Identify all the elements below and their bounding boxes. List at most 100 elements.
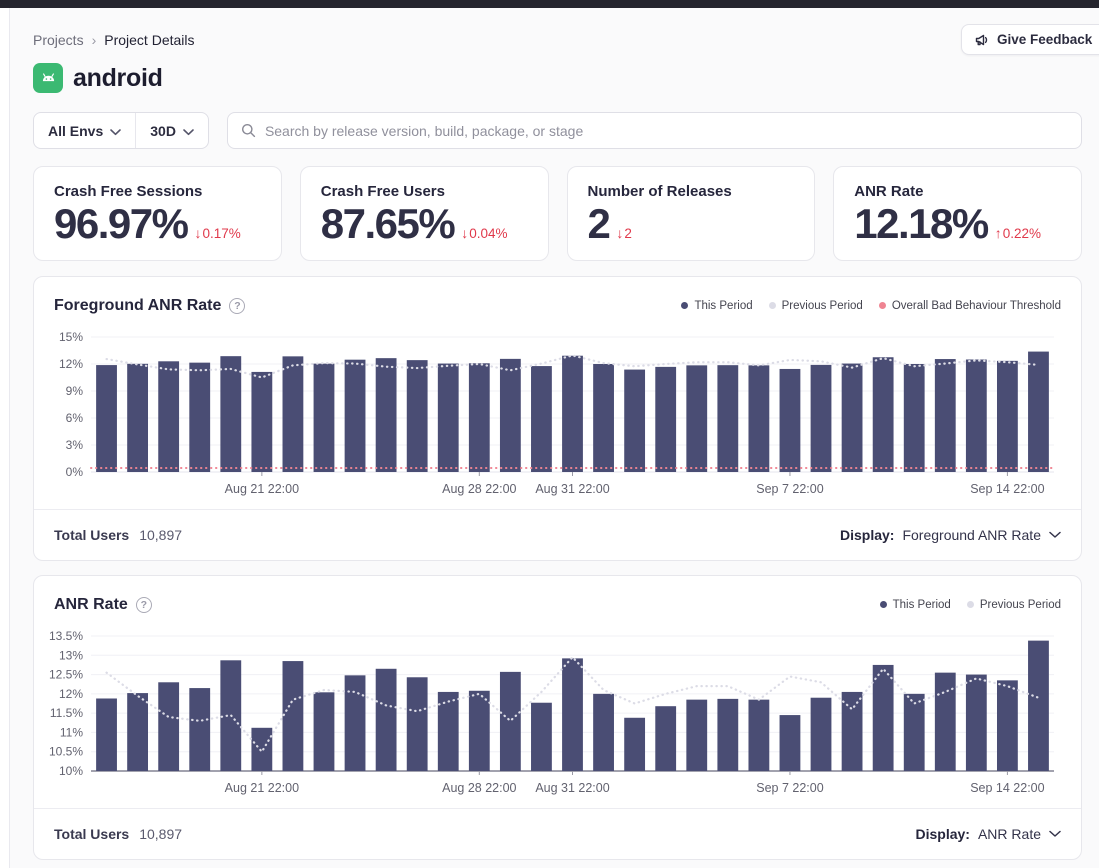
chart-legend: This Period Previous Period <box>879 599 1061 611</box>
metric-label: ANR Rate <box>854 183 924 200</box>
svg-text:Aug 21 22:00: Aug 21 22:00 <box>225 482 299 496</box>
svg-text:13.5%: 13.5% <box>49 629 83 643</box>
chevron-down-icon <box>110 123 122 139</box>
metric-label: Number of Releases <box>587 183 732 200</box>
metric-label: Crash Free Sessions <box>54 183 203 200</box>
chart-title: Foreground ANR Rate <box>54 296 222 314</box>
legend-dot <box>878 302 886 309</box>
legend-this-period[interactable]: This Period <box>879 599 951 611</box>
svg-text:13%: 13% <box>59 648 83 662</box>
arrow-down-icon: ↓ <box>194 225 202 241</box>
svg-text:12%: 12% <box>59 687 83 701</box>
top-window-bar <box>0 0 1099 8</box>
metric-delta: ↓ 0.17% <box>194 225 241 241</box>
give-feedback-label: Give Feedback <box>997 32 1093 47</box>
metric-card-number-of-releases: Number of Releases 2 ↓ 2 <box>566 166 816 261</box>
display-metric-dropdown[interactable]: Display: Foreground ANR Rate <box>840 526 1061 544</box>
svg-text:12.5%: 12.5% <box>49 668 83 682</box>
search-input[interactable] <box>264 122 1068 139</box>
give-feedback-button[interactable]: Give Feedback <box>961 24 1099 55</box>
svg-text:0%: 0% <box>66 465 84 479</box>
megaphone-icon <box>974 32 990 48</box>
legend-previous-period[interactable]: Previous Period <box>768 300 863 312</box>
breadcrumb-projects[interactable]: Projects <box>33 32 84 48</box>
metric-label: Crash Free Users <box>320 183 445 200</box>
legend-dot <box>768 302 776 309</box>
svg-text:15%: 15% <box>59 330 83 344</box>
svg-text:10.5%: 10.5% <box>49 745 83 759</box>
time-range-dropdown[interactable]: 30D <box>135 113 208 148</box>
metric-card-crash-free-sessions: Crash Free Sessions 96.97% ↓ 0.17% <box>33 166 282 261</box>
display-value: ANR Rate <box>977 825 1041 842</box>
page-content: Projects › Project Details Give Feedback <box>33 8 1099 860</box>
svg-text:11%: 11% <box>60 725 83 739</box>
env-filter-label: All Envs <box>48 122 104 139</box>
collapsed-sidebar-rail[interactable] <box>0 8 10 868</box>
total-users-value: 10,897 <box>139 526 183 543</box>
metric-cards-row: Crash Free Sessions 96.97% ↓ 0.17% Crash … <box>33 166 1082 261</box>
svg-text:11.5%: 11.5% <box>50 706 83 720</box>
chevron-down-icon <box>183 123 194 139</box>
page-title: android <box>73 63 163 92</box>
metric-delta: ↑ 0.22% <box>994 225 1041 241</box>
total-users-value: 10,897 <box>139 825 183 842</box>
legend-this-period[interactable]: This Period <box>681 300 753 312</box>
total-users-label: Total Users <box>54 526 130 543</box>
svg-text:6%: 6% <box>66 411 84 425</box>
filter-row: All Envs 30D <box>33 112 1082 149</box>
display-label: Display: <box>915 825 970 842</box>
search-icon <box>241 123 256 138</box>
svg-text:10%: 10% <box>59 764 83 778</box>
metric-card-crash-free-users: Crash Free Users 87.65% ↓ 0.04% <box>299 166 549 261</box>
display-metric-dropdown[interactable]: Display: ANR Rate <box>916 825 1062 843</box>
anr-rate-card: ANR Rate ? This Period Previous Period 1… <box>33 575 1082 860</box>
svg-text:3%: 3% <box>66 438 84 452</box>
svg-text:Sep 7 22:00: Sep 7 22:00 <box>756 482 823 496</box>
legend-previous-period[interactable]: Previous Period <box>966 599 1061 611</box>
metric-delta: ↓ 0.04% <box>461 225 508 241</box>
breadcrumb-project-details: Project Details <box>104 32 195 48</box>
total-users-label: Total Users <box>54 825 130 842</box>
svg-text:9%: 9% <box>66 384 84 398</box>
arrow-up-icon: ↑ <box>994 225 1002 241</box>
project-title-row: android <box>33 63 1082 93</box>
chart-title: ANR Rate <box>54 595 128 613</box>
chevron-down-icon <box>1049 526 1061 544</box>
help-icon[interactable]: ? <box>229 297 246 314</box>
anr-rate-chart: 10% 10.5% 11% 11.5% 12% 12.5% 13% 13.5% Aug 21 2… <box>49 629 1054 795</box>
foreground-anr-rate-chart: 0% 3% 6% 9% 12% 15% Aug 21 22:00 Aug 28 22:00 Au… <box>59 330 1055 496</box>
svg-text:Sep 14 22:00: Sep 14 22:00 <box>970 781 1044 795</box>
env-filter-dropdown[interactable]: All Envs <box>34 113 135 148</box>
svg-text:Aug 31 22:00: Aug 31 22:00 <box>535 482 609 496</box>
android-icon <box>33 63 63 93</box>
header-row: Projects › Project Details Give Feedback <box>33 24 1099 55</box>
arrow-down-icon: ↓ <box>616 225 624 241</box>
svg-text:Sep 14 22:00: Sep 14 22:00 <box>970 482 1044 496</box>
chevron-down-icon <box>1049 825 1061 843</box>
svg-text:Aug 31 22:00: Aug 31 22:00 <box>535 781 609 795</box>
metric-delta: ↓ 2 <box>616 225 632 241</box>
help-icon[interactable]: ? <box>135 596 152 613</box>
breadcrumb-separator-icon: › <box>91 32 97 48</box>
svg-text:Aug 21 22:00: Aug 21 22:00 <box>225 781 299 795</box>
svg-text:12%: 12% <box>59 357 83 371</box>
filter-dropdown-group: All Envs 30D <box>33 112 209 149</box>
svg-text:Aug 28 22:00: Aug 28 22:00 <box>442 482 516 496</box>
svg-text:Aug 28 22:00: Aug 28 22:00 <box>442 781 516 795</box>
foreground-anr-rate-card: Foreground ANR Rate ? This Period Previo… <box>33 276 1082 561</box>
display-value: Foreground ANR Rate <box>902 526 1041 543</box>
display-label: Display: <box>840 526 895 543</box>
metric-value: 2 <box>587 200 611 247</box>
metric-value: 12.18% <box>854 200 989 247</box>
legend-dot <box>879 601 887 608</box>
metric-value: 96.97% <box>54 200 189 247</box>
svg-text:Sep 7 22:00: Sep 7 22:00 <box>756 781 823 795</box>
search-box[interactable] <box>226 112 1082 149</box>
time-range-label: 30D <box>150 122 176 139</box>
legend-dot <box>681 302 689 309</box>
metric-value: 87.65% <box>320 200 456 247</box>
metric-card-anr-rate: ANR Rate 12.18% ↑ 0.22% <box>833 166 1082 261</box>
legend-dot <box>966 601 974 608</box>
arrow-down-icon: ↓ <box>461 225 469 241</box>
legend-threshold[interactable]: Overall Bad Behaviour Threshold <box>878 300 1061 312</box>
